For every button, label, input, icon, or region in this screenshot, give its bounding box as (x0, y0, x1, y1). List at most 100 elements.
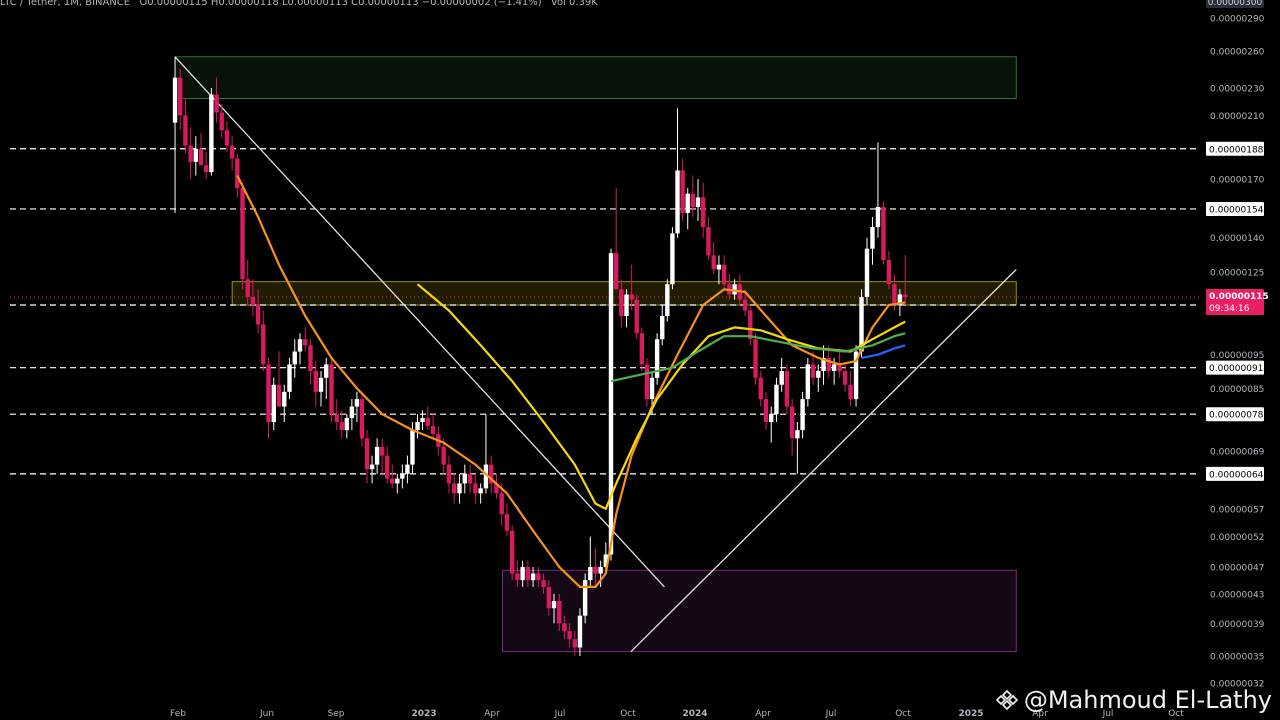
candle-body (779, 371, 784, 385)
level-label-text: 0.00000091 (1209, 364, 1263, 374)
candle (193, 136, 198, 176)
ma-line-blue (861, 344, 906, 359)
price-tick-label: 0.00000047 (1210, 564, 1264, 574)
candle-body (457, 483, 462, 494)
candle-body (462, 473, 467, 484)
candle-body (209, 94, 214, 173)
level-price-label: 0.00000078 (1206, 407, 1264, 422)
candle (292, 339, 297, 378)
candle (639, 327, 645, 372)
candle (810, 351, 816, 385)
candle-body (354, 399, 360, 407)
last-price-label: 0.00000115 09:34:16 (1206, 289, 1269, 316)
candle-body (567, 631, 572, 640)
candle-body (489, 464, 494, 484)
time-tick-label: Feb (170, 709, 186, 719)
price-axis: 0.00000290 0.00000260 0.00000230 0.00000210… (1206, 15, 1269, 690)
candle-body (864, 248, 870, 298)
candle (821, 345, 826, 385)
time-tick-label: Jul (554, 709, 566, 719)
price-tick-label: 0.00000039 (1210, 620, 1265, 630)
candle-body (334, 414, 339, 423)
candle-body (420, 418, 425, 423)
candle-body (276, 384, 282, 407)
candle-body (665, 284, 670, 317)
candle-body (193, 148, 198, 162)
candle-body (695, 197, 701, 208)
horizontal-levels-layer (10, 148, 1200, 475)
candle-body (303, 339, 308, 346)
candle-body (446, 464, 452, 484)
time-tick-label: Jul (825, 709, 837, 719)
candle (665, 279, 670, 322)
price-tick-label: 0.00000230 (1210, 84, 1265, 94)
candle-body (415, 422, 420, 431)
candle-body (329, 364, 334, 415)
candle (229, 136, 235, 171)
price-tick-label: 0.00000095 (1210, 351, 1264, 361)
candle (364, 430, 370, 484)
candle-body (853, 351, 859, 400)
candle-body (390, 478, 395, 484)
candle (644, 357, 650, 407)
zone-green (174, 56, 1017, 100)
candle (711, 242, 716, 275)
candle (385, 446, 390, 484)
candle-body (870, 227, 875, 249)
candle (779, 357, 784, 392)
candle-body (826, 357, 831, 372)
candle (613, 188, 619, 290)
candle (369, 455, 375, 484)
time-axis: Feb Jun Sep 2023 Apr Jul Oct 2024 Apr Jul Oct 2025 A… (170, 709, 1184, 719)
trendlines-layer (174, 56, 1017, 653)
candle-body (339, 422, 344, 431)
candle-body (706, 227, 711, 256)
candle (685, 188, 690, 230)
candle (593, 548, 598, 587)
price-tick-label: 0.00000052 (1210, 533, 1264, 543)
candle (763, 391, 769, 431)
candle (329, 357, 334, 423)
candle (816, 364, 821, 392)
candle (318, 371, 324, 407)
moving-averages-layer (236, 175, 906, 588)
candle-body (800, 399, 805, 431)
candle-body (525, 567, 531, 581)
candle (276, 351, 282, 407)
candle-body (374, 446, 380, 465)
candle (379, 438, 385, 474)
candle-body (572, 639, 577, 648)
candle (255, 289, 261, 334)
last-price-countdown: 09:34:16 (1209, 304, 1250, 314)
candle (670, 227, 675, 290)
candle-body (690, 193, 696, 208)
price-tick-label: 0.00000085 (1210, 385, 1264, 395)
candle-body (395, 478, 400, 484)
volume-readout: Vol 0.39K (550, 0, 598, 8)
candle (400, 464, 405, 489)
candle-body (795, 430, 800, 439)
candle-body (344, 418, 350, 431)
candle-body (649, 377, 655, 400)
candle (784, 364, 790, 415)
level-label-bg (1206, 201, 1264, 216)
candle (245, 260, 250, 306)
symbol-label[interactable]: LTC / Tether, 1M, BINANCE (0, 0, 131, 8)
candle (634, 294, 639, 340)
level-price-label: 0.00000064 (1206, 466, 1264, 481)
candle (805, 357, 811, 407)
candle-body (308, 345, 313, 372)
zone-purple (502, 569, 1017, 653)
candle (716, 255, 722, 285)
candle (203, 151, 209, 180)
candle (886, 250, 892, 290)
price-tick-label: 0.00000170 (1210, 176, 1265, 186)
candle (520, 560, 525, 587)
candle (608, 248, 614, 561)
watermark: @Mahmoud El-Lathy (995, 686, 1272, 714)
candle (405, 455, 410, 484)
level-label-bg (1206, 360, 1264, 375)
candle-body (774, 384, 779, 415)
candle (567, 623, 572, 648)
